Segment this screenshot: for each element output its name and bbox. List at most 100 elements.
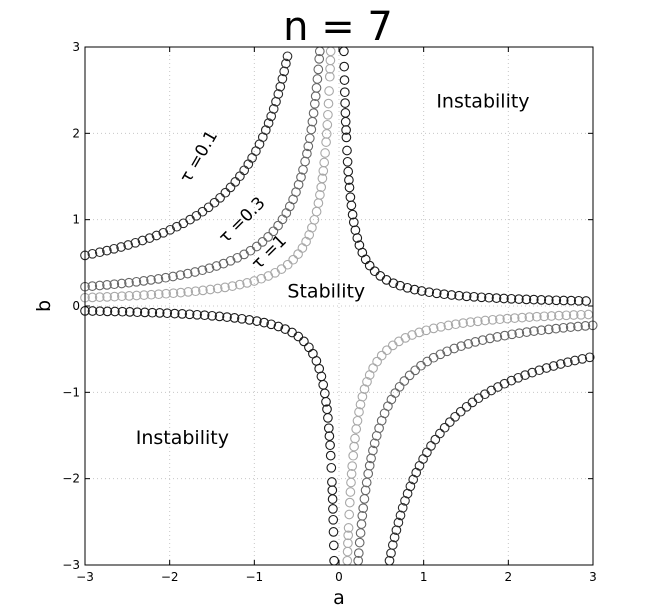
data-point	[146, 275, 156, 285]
data-point	[313, 64, 324, 75]
data-point	[229, 313, 240, 323]
data-point	[347, 461, 358, 471]
data-point	[383, 401, 393, 412]
data-point	[321, 129, 332, 139]
data-point	[400, 495, 410, 506]
data-point	[116, 278, 127, 289]
data-point	[404, 370, 415, 381]
data-point	[529, 326, 539, 336]
data-point	[259, 317, 269, 328]
data-point	[220, 282, 230, 293]
data-point	[358, 503, 369, 514]
data-point	[416, 360, 426, 371]
data-point	[576, 309, 586, 320]
data-point	[197, 265, 208, 276]
data-point	[369, 266, 380, 277]
data-point	[558, 322, 569, 333]
series	[80, 46, 598, 566]
data-point	[161, 288, 171, 299]
data-point	[345, 192, 356, 203]
data-point	[168, 288, 179, 299]
data-point	[266, 319, 277, 330]
data-point	[382, 345, 392, 356]
data-point	[324, 86, 334, 96]
data-point	[319, 388, 330, 399]
data-point	[443, 320, 454, 331]
region-label: Instability	[136, 427, 229, 449]
data-point	[405, 481, 416, 492]
data-point	[153, 289, 164, 300]
data-point	[487, 314, 498, 325]
data-point	[304, 133, 315, 144]
data-point	[102, 245, 112, 256]
data-point	[421, 325, 432, 336]
data-point	[322, 119, 333, 130]
data-point	[346, 469, 357, 479]
data-point	[277, 73, 288, 84]
data-point	[212, 283, 223, 294]
data-point	[558, 295, 569, 306]
data-point	[321, 137, 331, 147]
x-tick-label: 1	[420, 570, 428, 584]
ticks: −3 −2 −1 0 1 2 3 −3 −2 −1 0 1 2 3	[62, 40, 597, 584]
data-point	[87, 292, 98, 303]
data-point	[222, 312, 232, 322]
data-point	[506, 293, 517, 304]
data-point	[565, 322, 576, 332]
data-point	[282, 259, 293, 270]
data-point	[312, 74, 323, 84]
data-point	[376, 350, 387, 361]
data-point	[319, 157, 330, 168]
data-point	[225, 255, 236, 266]
data-point	[214, 311, 225, 322]
curve-label: τ =0.1	[176, 127, 222, 186]
data-point	[387, 540, 398, 550]
data-point	[344, 497, 355, 508]
data-point	[561, 310, 572, 321]
data-point	[198, 285, 208, 296]
data-point	[124, 291, 135, 301]
data-point	[344, 182, 355, 193]
data-point	[318, 379, 329, 390]
data-point	[165, 224, 176, 235]
data-point	[146, 289, 157, 300]
data-point	[580, 321, 591, 331]
data-point	[339, 75, 350, 85]
data-point	[311, 83, 322, 93]
data-point	[244, 315, 255, 325]
data-point	[110, 306, 120, 317]
data-point	[363, 468, 374, 479]
data-point	[435, 349, 446, 360]
data-point	[315, 190, 325, 200]
data-point	[154, 308, 165, 318]
data-point	[531, 311, 542, 322]
data-point	[340, 98, 350, 108]
data-point	[395, 280, 406, 291]
x-tick-label: 3	[589, 570, 597, 584]
data-point	[458, 318, 468, 328]
data-point	[352, 415, 363, 426]
data-point	[268, 104, 279, 114]
data-point	[480, 315, 491, 326]
data-point	[345, 487, 356, 497]
data-point	[139, 307, 150, 318]
y-tick-label: −1	[62, 385, 80, 399]
data-point	[554, 310, 564, 321]
data-point	[507, 329, 517, 340]
data-point	[506, 375, 517, 386]
data-point	[372, 356, 382, 367]
data-point	[282, 51, 293, 62]
series	[80, 51, 595, 566]
data-point	[94, 292, 105, 302]
data-point	[199, 310, 210, 321]
data-point	[389, 532, 400, 543]
data-point	[175, 270, 186, 280]
data-point	[339, 87, 350, 98]
data-point	[486, 385, 497, 396]
series	[80, 46, 594, 566]
data-point	[431, 288, 442, 299]
data-point	[109, 243, 119, 254]
data-point	[539, 311, 550, 322]
data-point	[138, 276, 149, 286]
data-point	[339, 61, 350, 72]
